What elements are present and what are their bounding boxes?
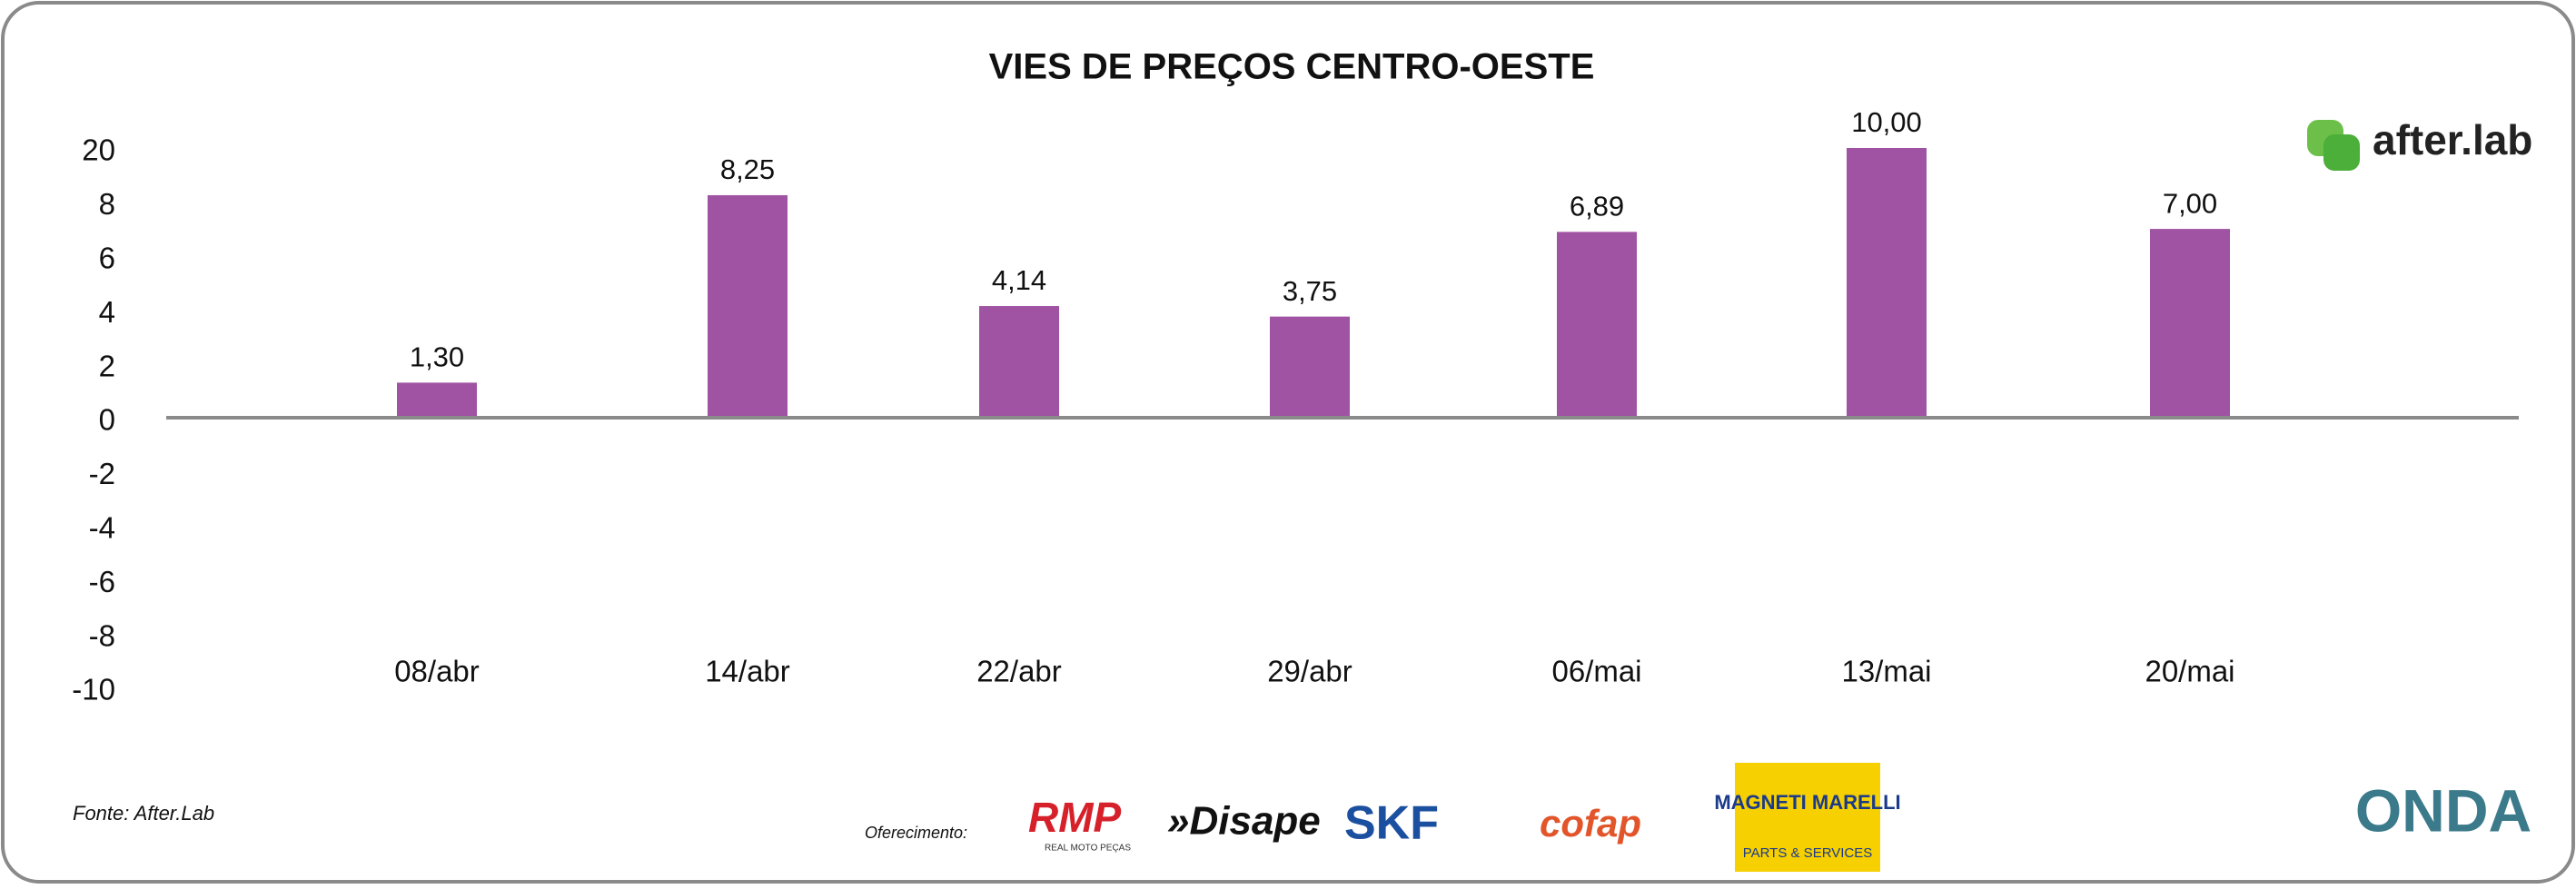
data-label: 3,75 — [1283, 275, 1337, 307]
source: Fonte: After.Lab — [73, 802, 214, 825]
y-tick-label: -6 — [89, 565, 115, 598]
sponsor: PARTS & SERVICES — [1743, 845, 1873, 861]
y-tick-label: 4 — [99, 295, 115, 329]
bar — [979, 306, 1059, 416]
y-tick-label: 0 — [99, 403, 115, 437]
bar — [1847, 148, 1927, 416]
bar — [2150, 229, 2230, 416]
sponsor: »Disape — [1167, 799, 1321, 844]
x-tick-label: 29/abr — [1267, 655, 1352, 688]
x-tick-label: 06/mai — [1551, 655, 1641, 688]
x-tick-label: 13/mai — [1841, 655, 1931, 688]
logo: after.lab — [2307, 116, 2532, 171]
x-tick-label: 08/abr — [394, 655, 480, 688]
sponsor: cofap — [1540, 802, 1641, 845]
sponsor-caption: Oferecimento: — [865, 824, 967, 842]
y-tick-label: -10 — [72, 673, 115, 706]
x-tick-label: 22/abr — [976, 655, 1062, 688]
data-label: 1,30 — [410, 341, 464, 373]
logo-text: after.lab — [2373, 116, 2532, 163]
chart-title: VIES DE PREÇOS CENTRO-OESTE — [989, 47, 1595, 87]
bar — [1270, 316, 1350, 416]
y-tick-label: 8 — [99, 187, 115, 221]
data-label: 10,00 — [1851, 106, 1922, 138]
y-tick-label: -4 — [89, 511, 115, 545]
x-tick-label: 20/mai — [2145, 655, 2234, 688]
y-tick-label: -2 — [89, 457, 115, 490]
sponsor: REAL MOTO PEÇAS — [1045, 844, 1131, 854]
y-tick-label: 2 — [99, 349, 115, 382]
x-tick-label: 14/abr — [705, 655, 790, 688]
sponsor: ONDA — [2355, 776, 2531, 844]
data-label: 6,89 — [1570, 191, 1624, 222]
sponsor: MAGNETI MARELLI — [1714, 791, 1900, 814]
bar — [397, 382, 477, 416]
y-tick-label: 6 — [99, 242, 115, 275]
sponsor: RMP — [1028, 794, 1122, 841]
sponsor: SKF — [1344, 797, 1439, 850]
data-label: 7,00 — [2163, 187, 2217, 219]
y-tick-label: 20 — [82, 133, 115, 167]
y-tick-label: -8 — [89, 618, 115, 652]
bar — [1557, 232, 1637, 416]
data-label: 8,25 — [720, 153, 775, 185]
sponsors: RMP REAL MOTO PEÇAS »Disape SKF cofap MA… — [1028, 763, 2531, 872]
bar — [708, 194, 788, 416]
sponsor-box — [1735, 763, 1880, 872]
data-label: 4,14 — [992, 264, 1046, 296]
